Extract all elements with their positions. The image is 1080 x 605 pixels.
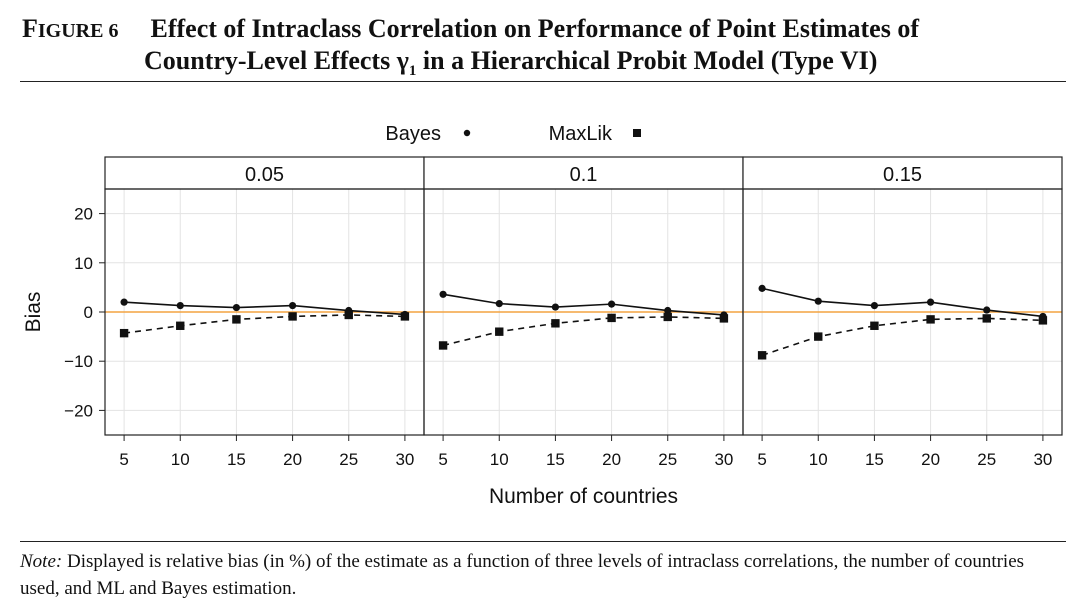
x-tick-label: 15 (227, 450, 246, 469)
point-maxlik (119, 328, 129, 338)
panel-strip-label: 0.15 (883, 164, 922, 186)
point-maxlik (982, 314, 991, 323)
series-line-maxlik (761, 317, 1043, 357)
title-line-2: Country-Level Effects γ1 in a Hierarchic… (22, 46, 1062, 86)
y-tick-label: 10 (74, 254, 93, 273)
panel-strip (104, 156, 425, 190)
point-maxlik (757, 351, 767, 360)
series-line-maxlik (123, 314, 405, 334)
x-tick-label: 30 (1033, 450, 1052, 469)
title-gamma-subscript: 1 (408, 63, 417, 80)
point-bayes (664, 306, 672, 315)
point-maxlik (495, 327, 504, 336)
x-tick-label: 20 (602, 450, 621, 469)
point-bayes (176, 302, 184, 310)
point-bayes (607, 300, 616, 308)
point-maxlik (438, 341, 448, 350)
point-maxlik (1038, 316, 1048, 325)
point-maxlik (551, 319, 560, 328)
figure-note: Note: Displayed is relative bias (in %) … (20, 548, 1066, 602)
point-maxlik (344, 310, 353, 320)
legend-label-maxlik: MaxLik (549, 123, 613, 145)
panel-border (742, 188, 1063, 436)
title-line-2-pre: Country-Level Effects (144, 46, 397, 75)
point-bayes (232, 303, 241, 312)
point-bayes (120, 298, 128, 306)
x-tick-label: 30 (714, 450, 733, 469)
title-rule (20, 81, 1066, 82)
x-tick-label: 20 (283, 450, 302, 469)
point-maxlik (814, 332, 823, 341)
point-maxlik (232, 315, 241, 324)
point-maxlik (719, 314, 729, 323)
point-bayes (758, 284, 766, 292)
point-maxlik (176, 321, 185, 330)
point-maxlik (870, 321, 879, 330)
title-line-1: Effect of Intraclass Correlation on Perf… (150, 14, 920, 43)
x-tick-label: 15 (865, 450, 884, 469)
y-tick-label: 0 (84, 303, 93, 322)
panel-strip-label: 0.05 (245, 164, 284, 186)
x-tick-label: 25 (977, 450, 996, 469)
series-line-maxlik (442, 316, 724, 347)
note-text: Displayed is relative bias (in %) of the… (20, 551, 1025, 599)
note-rule (20, 541, 1066, 542)
series-line-bayes (442, 293, 724, 316)
title-gamma-symbol: γ (396, 46, 409, 75)
note-label: Note: (20, 551, 63, 572)
point-bayes (495, 300, 503, 308)
faceted-line-chart: Bayes MaxLik −20 −10 0 10 20 Bias 0.05 5 10 15 20 25 3… (22, 123, 1063, 508)
x-tick-label: 10 (490, 450, 509, 469)
y-tick-label: −10 (64, 352, 93, 371)
figure-label: FIGURE 6 (22, 14, 119, 43)
x-tick-label: 25 (339, 450, 358, 469)
x-tick-label: 10 (809, 450, 828, 469)
x-tick-label: 25 (658, 450, 677, 469)
series-line-bayes (124, 301, 405, 316)
y-tick-label: 20 (74, 205, 93, 224)
title-line-2-post: in a Hierarchical Probit Model (Type VI) (416, 46, 878, 75)
point-bayes (814, 297, 822, 305)
legend-marker-maxlik (633, 129, 641, 137)
point-maxlik (288, 312, 297, 321)
panel-strip-label: 0.1 (570, 164, 598, 186)
legend-marker-bayes (463, 129, 471, 137)
point-maxlik (400, 312, 410, 321)
figure-title: FIGURE 6 Effect of Intraclass Correlatio… (22, 14, 1062, 86)
point-bayes (870, 302, 879, 310)
point-bayes (926, 298, 935, 306)
x-tick-label: 30 (395, 450, 414, 469)
legend-label-bayes: Bayes (385, 123, 441, 145)
x-tick-label: 5 (757, 450, 766, 469)
y-tick-label: −20 (64, 401, 93, 420)
point-bayes (551, 303, 560, 311)
point-maxlik (926, 315, 935, 324)
y-axis-label: Bias (22, 292, 45, 333)
x-tick-label: 15 (546, 450, 565, 469)
point-bayes (288, 302, 297, 310)
x-tick-label: 20 (921, 450, 940, 469)
point-bayes (983, 306, 991, 314)
point-maxlik (663, 312, 672, 322)
point-bayes (439, 290, 447, 298)
x-tick-label: 5 (438, 450, 447, 469)
x-tick-label: 5 (119, 450, 128, 469)
x-axis-label: Number of countries (489, 485, 678, 508)
x-tick-label: 10 (171, 450, 190, 469)
series-line-bayes (761, 287, 1043, 318)
point-maxlik (607, 313, 616, 323)
